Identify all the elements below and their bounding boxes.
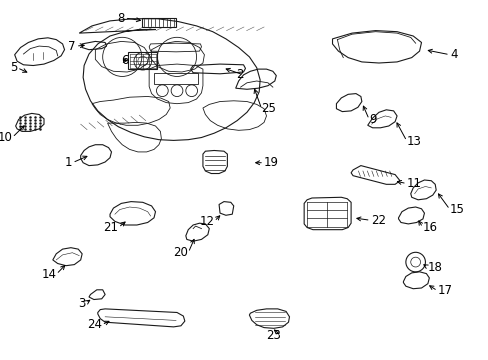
Text: 20: 20 (173, 246, 188, 259)
Text: 8: 8 (117, 12, 124, 24)
Text: 25: 25 (261, 102, 276, 115)
Text: 19: 19 (264, 156, 279, 169)
Text: 17: 17 (437, 284, 452, 297)
Text: 2: 2 (236, 68, 243, 81)
Text: 13: 13 (406, 135, 421, 148)
Text: 15: 15 (449, 203, 464, 216)
Text: 7: 7 (68, 40, 76, 53)
Text: 10: 10 (0, 131, 12, 144)
Text: 24: 24 (86, 318, 102, 331)
Text: 21: 21 (103, 221, 118, 234)
Text: 4: 4 (449, 48, 456, 61)
Text: 16: 16 (422, 221, 437, 234)
Text: 23: 23 (266, 329, 281, 342)
Text: 22: 22 (370, 214, 385, 227)
Text: 14: 14 (41, 268, 56, 281)
Text: 12: 12 (199, 215, 214, 228)
Text: 1: 1 (65, 156, 72, 169)
Text: 3: 3 (78, 297, 85, 310)
Text: 6: 6 (121, 54, 128, 67)
Text: 11: 11 (406, 177, 421, 190)
Text: 9: 9 (368, 113, 376, 126)
Text: 18: 18 (427, 261, 442, 274)
Text: 5: 5 (10, 61, 17, 74)
